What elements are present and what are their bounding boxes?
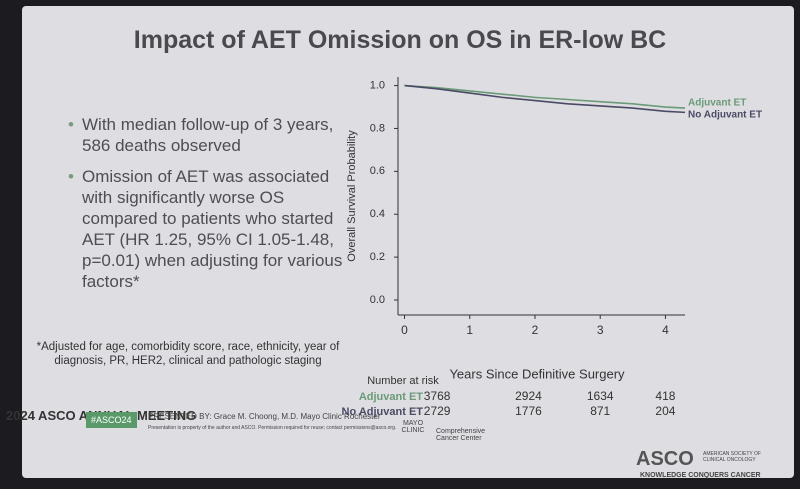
asco-logo: ASCO xyxy=(636,448,694,470)
x-tick-label: 2 xyxy=(532,323,539,337)
notice: Presentation is property of the author a… xyxy=(148,425,397,431)
bullet: With median follow-up of 3 years, 586 de… xyxy=(68,114,352,156)
hashtag: #ASCO24 xyxy=(86,412,137,428)
cancer-center: Comprehensive Cancer Center xyxy=(436,428,486,442)
risk-count: 871 xyxy=(590,404,610,418)
asco-name: AMERICAN SOCIETY OF CLINICAL ONCOLOGY xyxy=(703,451,761,463)
x-tick-label: 0 xyxy=(401,323,408,337)
legend-label: Adjuvant ET xyxy=(688,98,746,109)
x-tick-label: 3 xyxy=(597,323,604,337)
legend-label: No Adjuvant ET xyxy=(688,110,762,121)
risk-count: 418 xyxy=(655,389,675,403)
y-tick-label: 1.0 xyxy=(370,79,385,91)
survival-curve xyxy=(404,84,686,109)
mayo-logo: MAYO CLINIC xyxy=(401,420,425,434)
risk-count: 2729 xyxy=(424,404,451,418)
y-tick-label: 0.0 xyxy=(370,294,385,306)
x-tick-label: 4 xyxy=(662,323,669,337)
risk-row-label: Adjuvant ET xyxy=(359,391,423,403)
survival-curve xyxy=(404,84,686,114)
risk-title: Number at risk xyxy=(367,375,439,387)
y-axis-label: Overall Survival Probability xyxy=(346,130,358,262)
y-tick-label: 0.8 xyxy=(370,122,385,134)
risk-count: 1634 xyxy=(587,389,614,403)
y-tick-label: 0.4 xyxy=(370,208,385,220)
asco-tagline: KNOWLEDGE CONQUERS CANCER xyxy=(640,472,761,479)
y-tick-label: 0.6 xyxy=(370,165,385,177)
y-tick-label: 0.2 xyxy=(370,251,385,263)
footnote: *Adjusted for age, comorbidity score, ra… xyxy=(36,341,340,367)
slide-title: Impact of AET Omission on OS in ER-low B… xyxy=(133,26,667,54)
risk-count: 204 xyxy=(655,404,675,418)
risk-count: 1776 xyxy=(515,404,542,418)
presenter: PRESENTED BY: Grace M. Choong, M.D. Mayo… xyxy=(148,412,381,421)
bullet: Omission of AET was associated with sign… xyxy=(68,166,352,292)
risk-count: 3768 xyxy=(424,389,451,403)
x-tick-label: 1 xyxy=(466,323,473,337)
risk-count: 2924 xyxy=(515,389,542,403)
x-axis-label: Years Since Definitive Surgery xyxy=(449,366,625,381)
risk-row-label: No Adjuvant ET xyxy=(342,406,424,418)
